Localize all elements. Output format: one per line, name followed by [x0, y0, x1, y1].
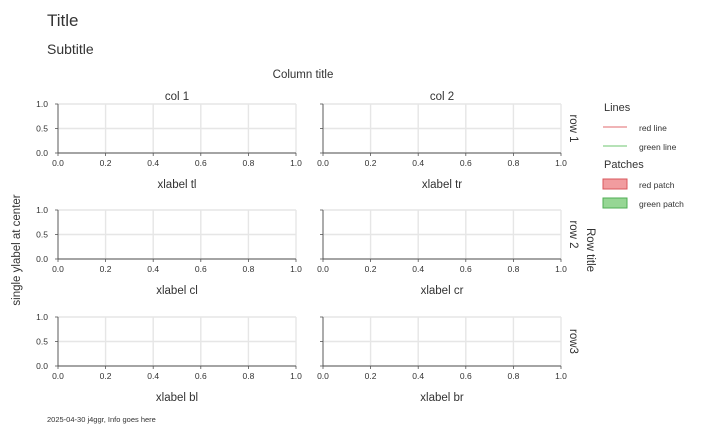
- y-tick-label: 1.0: [36, 205, 48, 215]
- x-tick-label: 0.2: [100, 264, 112, 274]
- x-tick-label: 0.0: [317, 158, 329, 168]
- row-label: row 2: [567, 220, 579, 248]
- x-tick-label: 0.8: [507, 158, 519, 168]
- panel-cr: 0.0 0.2 0.4 0.6 0.8 1.0 xlabel cr: [317, 209, 567, 297]
- y-tick-label: 0.5: [36, 337, 48, 347]
- x-tick-label: 0.0: [317, 371, 329, 381]
- x-tick-label: 0.4: [147, 158, 159, 168]
- x-tick-label: 0.4: [147, 264, 159, 274]
- figure-title: Title: [47, 11, 79, 30]
- footnote: 2025-04-30 j4ggr, Info goes here: [47, 415, 156, 424]
- x-tick-label: 0.0: [317, 264, 329, 274]
- x-tick-label: 1.0: [555, 264, 567, 274]
- x-tick-label: 0.6: [460, 158, 472, 168]
- row-title: Row title: [584, 228, 596, 272]
- x-tick-label: 0.4: [147, 371, 159, 381]
- x-tick-label: 0.4: [412, 264, 424, 274]
- x-tick-label: 1.0: [290, 264, 302, 274]
- x-tick-label: 0.6: [460, 371, 472, 381]
- x-tick-label: 0.8: [242, 264, 254, 274]
- shared-ylabel: single ylabel at center: [11, 194, 23, 305]
- x-tick-label: 0.6: [460, 264, 472, 274]
- x-axis-label: xlabel cr: [421, 285, 464, 297]
- y-tick-label: 1.0: [36, 99, 48, 109]
- x-tick-label: 0.0: [52, 371, 64, 381]
- x-tick-label: 0.6: [195, 158, 207, 168]
- x-tick-label: 1.0: [290, 158, 302, 168]
- legend-red-patch-label: red patch: [639, 180, 675, 190]
- x-tick-label: 1.0: [290, 371, 302, 381]
- x-tick-label: 0.2: [100, 371, 112, 381]
- column-label: col 2: [430, 91, 454, 103]
- y-tick-label: 0.0: [36, 254, 48, 264]
- x-tick-label: 1.0: [555, 158, 567, 168]
- legend-green-patch-label: green patch: [639, 199, 684, 209]
- x-axis-label: xlabel br: [420, 392, 464, 404]
- column-title: Column title: [273, 69, 334, 81]
- x-tick-label: 0.0: [52, 158, 64, 168]
- y-tick-label: 0.5: [36, 124, 48, 134]
- legend-red-patch-swatch: [602, 178, 628, 190]
- figure-subtitle: Subtitle: [47, 41, 94, 57]
- legend-patches-title: Patches: [604, 159, 644, 171]
- row-label: row 1: [567, 114, 579, 142]
- x-tick-label: 0.6: [195, 371, 207, 381]
- y-tick-label: 0.0: [36, 148, 48, 158]
- x-tick-label: 0.8: [242, 371, 254, 381]
- panel-cl: 0.0 0.2 0.4 0.6 0.8 1.0 0.0 0.5 1.0 xlabel cl row …: [36, 205, 579, 297]
- x-tick-label: 0.2: [100, 158, 112, 168]
- panel-br: 0.0 0.2 0.4 0.6 0.8 1.0 xlabel br: [317, 316, 567, 404]
- x-axis-label: xlabel bl: [156, 392, 198, 404]
- panel-tl: 0.0 0.2 0.4 0.6 0.8 1.0 0.0 0.5 1.0 xlabel tl col …: [36, 91, 579, 191]
- legend: Lines red line green line Patches red pa…: [602, 102, 684, 209]
- y-tick-label: 0.0: [36, 361, 48, 371]
- x-tick-label: 0.6: [195, 264, 207, 274]
- legend-red-line-label: red line: [639, 123, 667, 133]
- x-tick-label: 1.0: [555, 371, 567, 381]
- panel-tr: 0.0 0.2 0.4 0.6 0.8 1.0 xlabel tr col 2: [317, 91, 567, 191]
- panel-grid: 0.0 0.2 0.4 0.6 0.8 1.0 0.0 0.5 1.0 xlabel tl col …: [36, 91, 579, 404]
- x-axis-label: xlabel tl: [158, 179, 197, 191]
- x-tick-label: 0.4: [412, 371, 424, 381]
- legend-green-line-label: green line: [639, 142, 677, 152]
- y-tick-label: 0.5: [36, 230, 48, 240]
- column-label: col 1: [165, 91, 189, 103]
- panel-bl: 0.0 0.2 0.4 0.6 0.8 1.0 0.0 0.5 1.0 xlabel bl row3: [36, 312, 579, 404]
- x-tick-label: 0.0: [52, 264, 64, 274]
- x-tick-label: 0.8: [242, 158, 254, 168]
- x-tick-label: 0.8: [507, 264, 519, 274]
- x-tick-label: 0.2: [365, 371, 377, 381]
- legend-green-patch-swatch: [602, 197, 628, 209]
- x-tick-label: 0.2: [365, 264, 377, 274]
- x-tick-label: 0.8: [507, 371, 519, 381]
- x-tick-label: 0.4: [412, 158, 424, 168]
- x-axis-label: xlabel tr: [422, 179, 462, 191]
- x-axis-label: xlabel cl: [156, 285, 198, 297]
- legend-lines-title: Lines: [604, 102, 631, 114]
- row-label: row3: [567, 329, 579, 354]
- y-tick-label: 1.0: [36, 312, 48, 322]
- x-tick-label: 0.2: [365, 158, 377, 168]
